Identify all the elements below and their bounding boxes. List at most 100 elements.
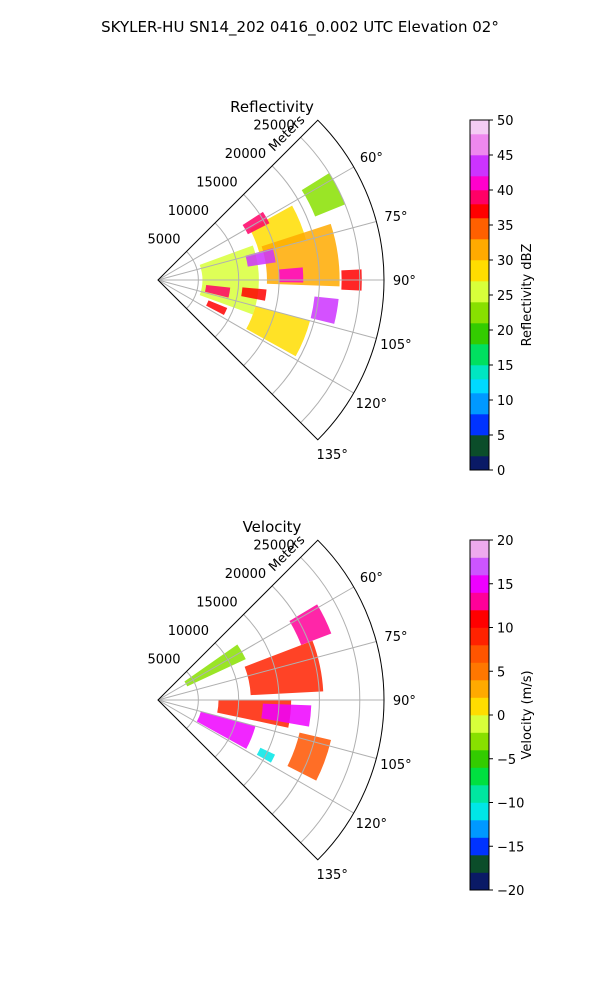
colorbar-tick-label: −5: [497, 753, 516, 768]
colorbar-band: [470, 855, 489, 873]
azimuth-gridline: [157, 279, 354, 394]
azimuth-tick-label: 75°: [384, 630, 407, 645]
polar-frame: [157, 119, 385, 441]
range-tick-label: 15000: [196, 175, 237, 190]
colorbar-tick-label: 15: [497, 359, 514, 374]
azimuth-tick-label: 75°: [384, 210, 407, 225]
colorbar-tick-label: 25: [497, 289, 514, 304]
colorbar-band: [470, 379, 489, 394]
colorbar-band: [470, 820, 489, 838]
range-tick-label: 20000: [225, 567, 266, 582]
colorbar-tick-label: 30: [497, 254, 514, 269]
colorbar-band: [470, 837, 489, 856]
colorbar-band: [470, 610, 489, 628]
azimuth-tick-label: 90°: [393, 274, 416, 289]
azimuth-tick-label: 135°: [317, 448, 348, 463]
velocity-plot-title: Velocity: [243, 518, 302, 536]
echo-region: [196, 711, 256, 749]
colorbar-band: [470, 120, 489, 135]
colorbar-tick-label: −15: [497, 840, 524, 855]
colorbar-band: [470, 767, 489, 786]
colorbar-band: [470, 281, 489, 303]
polar-frame: [157, 539, 385, 861]
colorbar-band: [470, 344, 489, 366]
range-tick-label: 5000: [147, 232, 180, 247]
azimuth-gridline: [157, 279, 377, 339]
range-tick-label: 20000: [225, 147, 266, 162]
range-tick-label: 10000: [168, 624, 209, 639]
echo-region: [261, 703, 312, 727]
colorbar-tick-label: 5: [497, 429, 505, 444]
colorbar-band: [470, 134, 489, 156]
colorbar-band: [470, 155, 489, 177]
range-tick-label: 15000: [196, 595, 237, 610]
colorbar-band: [470, 557, 489, 576]
colorbar-band: [470, 393, 489, 415]
colorbar-band: [470, 715, 489, 733]
azimuth-gridline: [157, 586, 354, 701]
colorbar-tick-label: −10: [497, 797, 524, 812]
azimuth-tick-label: 60°: [360, 151, 383, 166]
colorbar-band: [470, 662, 489, 681]
colorbar-tick-label: 50: [497, 114, 514, 129]
echo-region: [241, 287, 267, 301]
colorbar-band: [470, 592, 489, 611]
colorbar-band: [470, 323, 489, 345]
colorbar-band: [470, 872, 489, 891]
colorbar-band: [470, 802, 489, 821]
azimuth-tick-label: 120°: [356, 817, 387, 832]
echo-region: [289, 604, 332, 646]
colorbar-tick-label: 45: [497, 149, 514, 164]
reflectivity-panel: Reflectivity 500010000150002000025000Met…: [147, 98, 535, 479]
reflectivity-plot-title: Reflectivity: [230, 98, 314, 116]
range-tick-label: 25000: [253, 118, 294, 133]
colorbar-tick-label: 0: [497, 709, 505, 724]
echo-region: [206, 300, 228, 316]
colorbar-tick-label: −20: [497, 884, 524, 899]
colorbar-band: [470, 680, 489, 698]
colorbar-band: [470, 435, 489, 457]
colorbar-band: [470, 414, 489, 436]
azimuth-tick-label: 120°: [356, 397, 387, 412]
colorbar-tick-label: 5: [497, 665, 505, 680]
range-tick-label: 10000: [168, 204, 209, 219]
azimuth-tick-label: 135°: [317, 868, 348, 883]
colorbar-label: Velocity (m/s): [520, 670, 535, 759]
colorbar-band: [470, 239, 489, 261]
colorbar-band: [470, 645, 489, 663]
colorbar-tick-label: 20: [497, 534, 514, 549]
azimuth-tick-label: 105°: [380, 758, 411, 773]
echo-region: [204, 285, 231, 298]
colorbar-band: [470, 540, 489, 558]
colorbar-band: [470, 218, 489, 240]
colorbar-band: [470, 204, 489, 219]
azimuth-gridline: [157, 641, 377, 701]
colorbar-band: [470, 365, 489, 380]
echo-region: [246, 306, 311, 357]
colorbar-band: [470, 732, 489, 751]
colorbar-tick-label: 10: [497, 622, 514, 637]
colorbar-band: [470, 575, 489, 593]
colorbar-tick-label: 35: [497, 219, 514, 234]
azimuth-tick-label: 105°: [380, 338, 411, 353]
colorbar-tick-label: 10: [497, 394, 514, 409]
echo-region: [301, 173, 346, 217]
colorbar-tick-label: 15: [497, 578, 514, 593]
colorbar-tick-label: 40: [497, 184, 514, 199]
colorbar-band: [470, 456, 489, 471]
azimuth-gridline: [157, 166, 354, 281]
figure-title: SKYLER-HU SN14_202 0416_0.002 UTC Elevat…: [101, 18, 499, 37]
colorbar-tick-label: 0: [497, 464, 505, 479]
colorbar-band: [470, 627, 489, 646]
azimuth-gridline: [157, 699, 377, 759]
range-tick-label: 5000: [147, 652, 180, 667]
echo-region: [278, 267, 304, 283]
echo-region: [245, 248, 276, 267]
azimuth-tick-label: 90°: [393, 694, 416, 709]
colorbar-band: [470, 697, 489, 716]
range-tick-label: 25000: [253, 538, 294, 553]
colorbar-tick-label: 20: [497, 324, 514, 339]
colorbar-band: [470, 190, 489, 205]
azimuth-gridline: [157, 699, 354, 814]
